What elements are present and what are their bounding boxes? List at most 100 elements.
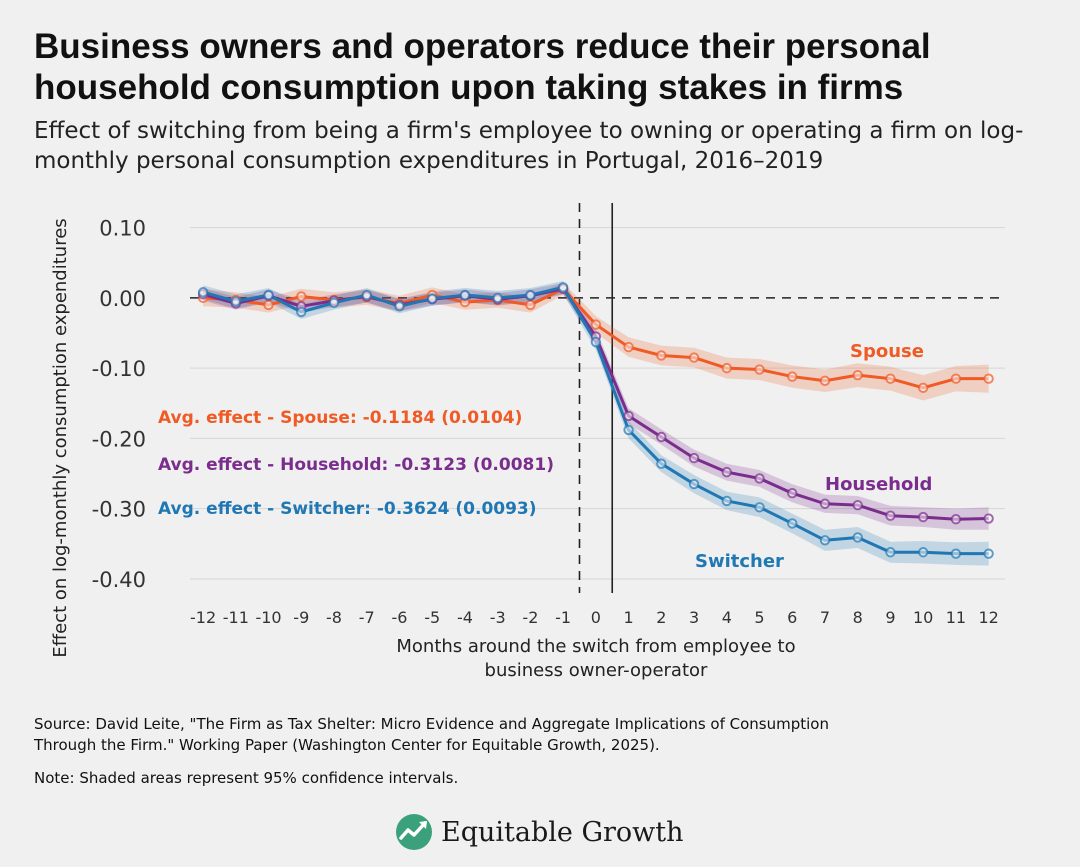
x-tick-label: -3 <box>490 608 506 627</box>
y-tick-label: -0.30 <box>92 498 146 522</box>
chart-subtitle: Effect of switching from being a firm's … <box>34 118 1024 174</box>
y-tick-label: -0.10 <box>92 357 146 381</box>
series-label-switcher: Switcher <box>695 551 784 572</box>
x-tick-label: 0 <box>591 608 601 627</box>
x-tick-label: 2 <box>656 608 666 627</box>
data-point-switcher <box>885 547 896 558</box>
data-point-switcher <box>787 518 798 529</box>
line-chart: 0.100.00-0.10-0.20-0.30-0.40-12 -11 -10 -9-… <box>50 203 1005 681</box>
data-point-switcher <box>623 424 634 436</box>
data-point-spouse <box>296 291 307 302</box>
source-line-2: Through the Firm." Working Paper (Washin… <box>34 736 660 754</box>
data-point-switcher <box>525 289 536 301</box>
annotation-switcher: Avg. effect - Switcher: -0.3624 (0.0093) <box>158 499 537 519</box>
brand-logo: Equitable Growth <box>395 810 684 854</box>
x-tick-label: -11 <box>223 608 249 627</box>
chart-title: Business owners and operators reduce the… <box>34 27 931 107</box>
data-point-household <box>983 513 994 524</box>
x-tick-label: 7 <box>820 608 830 627</box>
data-point-household <box>819 498 831 509</box>
x-tick-label: -1 <box>555 608 571 627</box>
x-tick-label: -7 <box>359 608 375 627</box>
x-tick-label: -12 <box>190 608 216 627</box>
x-tick-label: -6 <box>392 608 408 627</box>
x-tick-label: 8 <box>853 608 863 627</box>
x-tick-label: -5 <box>424 608 440 627</box>
data-point-household <box>917 511 929 523</box>
data-point-spouse <box>917 382 929 394</box>
data-point-spouse <box>983 373 994 384</box>
x-tick-label: 10 <box>913 608 933 627</box>
data-point-household <box>721 466 732 478</box>
data-point-switcher <box>492 292 503 304</box>
data-point-switcher <box>852 532 863 543</box>
confidence-note: Note: Shaded areas represent 95% confide… <box>34 769 459 787</box>
x-tick-label: 9 <box>885 608 895 627</box>
data-point-switcher <box>263 289 274 301</box>
data-point-spouse <box>819 375 831 386</box>
data-point-switcher <box>819 535 831 546</box>
x-tick-label: -8 <box>326 608 342 627</box>
data-point-switcher <box>656 458 667 469</box>
data-point-household <box>885 510 896 521</box>
brand-name: Equitable Growth <box>441 816 684 848</box>
data-point-spouse <box>852 369 863 381</box>
data-point-switcher <box>688 478 700 490</box>
y-axis-label: Effect on log-monthly consumption expend… <box>50 218 71 657</box>
data-point-switcher <box>427 293 438 304</box>
y-tick-label: -0.20 <box>92 427 146 451</box>
x-tick-label: -2 <box>522 608 538 627</box>
data-point-switcher <box>557 282 569 293</box>
y-tick-label: 0.10 <box>99 217 146 241</box>
x-tick-label: -10 <box>255 608 281 627</box>
data-point-switcher <box>950 548 962 559</box>
data-point-switcher <box>917 547 929 558</box>
data-point-spouse <box>590 319 602 330</box>
x-tick-label: 6 <box>787 608 797 627</box>
data-point-switcher <box>361 289 372 301</box>
x-tick-label: 1 <box>624 608 634 627</box>
y-tick-label: 0.00 <box>99 287 146 311</box>
source-line-1: Source: David Leite, "The Firm as Tax Sh… <box>34 715 829 733</box>
data-point-switcher <box>721 495 732 507</box>
data-point-spouse <box>656 350 667 361</box>
data-point-switcher <box>394 301 405 312</box>
data-point-spouse <box>721 362 732 374</box>
data-point-household <box>787 488 798 499</box>
data-point-switcher <box>296 306 307 318</box>
data-point-switcher <box>197 287 209 298</box>
x-tick-label: 5 <box>754 608 764 627</box>
ci-band-spouse <box>203 282 989 401</box>
x-tick-label: 12 <box>978 608 998 627</box>
data-point-household <box>656 431 667 443</box>
data-point-switcher <box>590 336 602 348</box>
data-point-switcher <box>459 289 471 301</box>
data-point-spouse <box>754 364 765 375</box>
data-point-spouse <box>623 341 634 353</box>
data-point-switcher <box>328 297 340 308</box>
annotation-household: Avg. effect - Household: -0.3123 (0.0081… <box>158 455 554 475</box>
source-note: Source: David Leite, "The Firm as Tax Sh… <box>34 714 1044 756</box>
x-axis-label-line2: business owner-operator <box>485 660 708 681</box>
data-point-household <box>623 410 634 422</box>
data-point-household <box>688 452 700 464</box>
data-point-spouse <box>263 299 274 311</box>
series-label-spouse: Spouse <box>850 341 924 362</box>
data-point-switcher <box>983 548 994 559</box>
y-tick-label: -0.40 <box>92 568 146 592</box>
data-point-household <box>852 499 863 511</box>
x-tick-label: 11 <box>946 608 966 627</box>
x-tick-label: -9 <box>293 608 309 627</box>
data-point-spouse <box>885 373 896 384</box>
data-point-household <box>950 514 962 525</box>
x-tick-label: 3 <box>689 608 699 627</box>
x-axis-label-line1: Months around the switch from employee t… <box>396 636 795 657</box>
x-tick-label: -4 <box>457 608 473 627</box>
data-point-household <box>754 473 765 484</box>
equitable-growth-logo-icon <box>396 814 432 850</box>
data-point-switcher <box>754 502 765 513</box>
data-point-spouse <box>525 299 536 311</box>
data-point-spouse <box>950 373 962 384</box>
x-tick-label: 4 <box>722 608 732 627</box>
data-point-spouse <box>688 352 700 363</box>
